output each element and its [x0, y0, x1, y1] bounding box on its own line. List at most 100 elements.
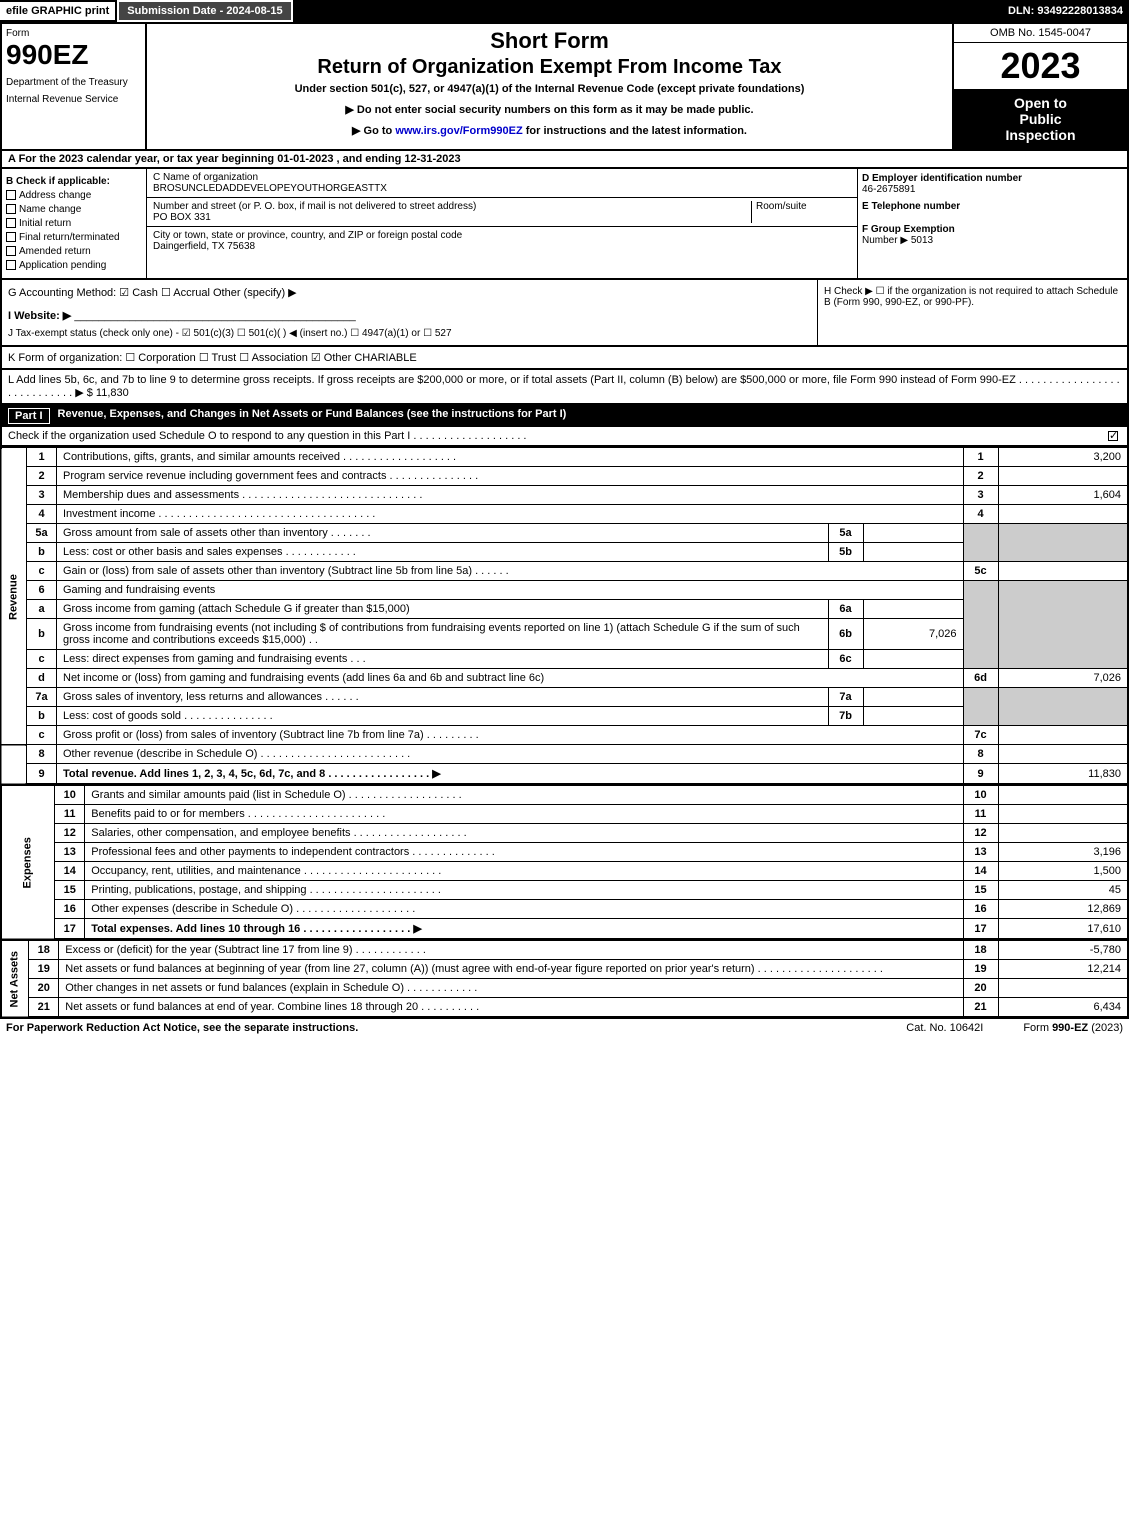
- chk-name-change[interactable]: Name change: [6, 204, 142, 215]
- l7b-ival: [863, 707, 963, 726]
- top-bar: efile GRAPHIC print Submission Date - 20…: [0, 0, 1129, 24]
- box-def: D Employer identification number 46-2675…: [857, 169, 1127, 278]
- l6d-num: d: [27, 669, 57, 688]
- footer-notice: For Paperwork Reduction Act Notice, see …: [6, 1022, 358, 1034]
- l6b-num: b: [27, 619, 57, 650]
- l4-rnum: 4: [963, 505, 998, 524]
- l15-desc: Printing, publications, postage, and shi…: [85, 881, 963, 900]
- note-goto: ▶ Go to www.irs.gov/Form990EZ for instru…: [155, 124, 944, 137]
- l6c-ival: [863, 650, 963, 669]
- l15-rnum: 15: [963, 881, 998, 900]
- l9-rnum: 9: [963, 764, 998, 785]
- l13-num: 13: [55, 843, 85, 862]
- efile-print-label[interactable]: efile GRAPHIC print: [0, 2, 115, 20]
- l15-val: 45: [998, 881, 1128, 900]
- l21-val: 6,434: [998, 998, 1128, 1018]
- l18-rnum: 18: [963, 941, 998, 960]
- l9-num: 9: [27, 764, 57, 785]
- l6c-num: c: [27, 650, 57, 669]
- header-mid: Short Form Return of Organization Exempt…: [147, 24, 952, 149]
- l5a-num: 5a: [27, 524, 57, 543]
- l6b-inum: 6b: [828, 619, 863, 650]
- l4-num: 4: [27, 505, 57, 524]
- line-i: I Website: ▶ ___________________________…: [8, 309, 811, 322]
- part1-checkbox[interactable]: [1108, 431, 1118, 441]
- l6b-ival: 7,026: [863, 619, 963, 650]
- footer-catno: Cat. No. 10642I: [906, 1022, 983, 1034]
- l6a-inum: 6a: [828, 600, 863, 619]
- l21-num: 21: [29, 998, 59, 1018]
- l6-shade: [963, 581, 998, 669]
- line-j: J Tax-exempt status (check only one) - ☑…: [8, 328, 811, 339]
- l15-num: 15: [55, 881, 85, 900]
- l2-val: [998, 467, 1128, 486]
- chk-final-return[interactable]: Final return/terminated: [6, 232, 142, 243]
- chk-amended[interactable]: Amended return: [6, 246, 142, 257]
- l3-rnum: 3: [963, 486, 998, 505]
- l12-num: 12: [55, 824, 85, 843]
- l9-val: 11,830: [998, 764, 1128, 785]
- form-label: Form: [6, 28, 141, 39]
- l6-shade2: [998, 581, 1128, 669]
- l6c-inum: 6c: [828, 650, 863, 669]
- l18-desc: Excess or (deficit) for the year (Subtra…: [59, 941, 963, 960]
- l7b-num: b: [27, 707, 57, 726]
- l14-rnum: 14: [963, 862, 998, 881]
- l6a-desc: Gross income from gaming (attach Schedul…: [57, 600, 829, 619]
- irs-link[interactable]: www.irs.gov/Form990EZ: [395, 125, 522, 137]
- org-name-row: C Name of organization BROSUNCLEDADDEVEL…: [147, 169, 857, 198]
- phone-label: E Telephone number: [862, 201, 1123, 212]
- info-block: B Check if applicable: Address change Na…: [0, 169, 1129, 280]
- side-blank: [1, 745, 27, 785]
- chk-address-change[interactable]: Address change: [6, 190, 142, 201]
- l3-desc: Membership dues and assessments . . . . …: [57, 486, 964, 505]
- l17-val: 17,610: [998, 919, 1128, 940]
- l11-num: 11: [55, 805, 85, 824]
- side-revenue: Revenue: [1, 448, 27, 745]
- l20-num: 20: [29, 979, 59, 998]
- l19-desc: Net assets or fund balances at beginning…: [59, 960, 963, 979]
- l9-desc: Total revenue. Add lines 1, 2, 3, 4, 5c,…: [57, 764, 964, 785]
- box-c: C Name of organization BROSUNCLEDADDEVEL…: [147, 169, 857, 278]
- l18-val: -5,780: [998, 941, 1128, 960]
- footer-formref: Form 990-EZ (2023): [1023, 1022, 1123, 1034]
- open-public-badge: Open to Public Inspection: [954, 89, 1127, 149]
- l13-val: 3,196: [998, 843, 1128, 862]
- l6a-num: a: [27, 600, 57, 619]
- l6a-ival: [863, 600, 963, 619]
- city-value: Daingerfield, TX 75638: [153, 241, 851, 252]
- part1-header: Part I Revenue, Expenses, and Changes in…: [0, 405, 1129, 427]
- l4-val: [998, 505, 1128, 524]
- l18-num: 18: [29, 941, 59, 960]
- note-ssn: ▶ Do not enter social security numbers o…: [155, 103, 944, 116]
- l6b-desc: Gross income from fundraising events (no…: [57, 619, 829, 650]
- l1-num: 1: [27, 448, 57, 467]
- l16-desc: Other expenses (describe in Schedule O) …: [85, 900, 963, 919]
- badge-line2: Public: [958, 111, 1123, 127]
- l14-desc: Occupancy, rent, utilities, and maintena…: [85, 862, 963, 881]
- l7a-num: 7a: [27, 688, 57, 707]
- l8-num: 8: [27, 745, 57, 764]
- org-name-value: BROSUNCLEDADDEVELOPEYOUTHORGEASTTX: [153, 183, 851, 194]
- l3-val: 1,604: [998, 486, 1128, 505]
- l17-rnum: 17: [963, 919, 998, 940]
- l1-desc: Contributions, gifts, grants, and simila…: [57, 448, 964, 467]
- ein-value: 46-2675891: [862, 184, 1123, 195]
- chk-initial-return[interactable]: Initial return: [6, 218, 142, 229]
- room-suite: Room/suite: [751, 201, 851, 223]
- org-name-label: C Name of organization: [153, 172, 851, 183]
- line-l: L Add lines 5b, 6c, and 7b to line 9 to …: [0, 370, 1129, 405]
- l6c-desc: Less: direct expenses from gaming and fu…: [57, 650, 829, 669]
- l3-num: 3: [27, 486, 57, 505]
- row-gh: G Accounting Method: ☑ Cash ☐ Accrual Ot…: [0, 280, 1129, 347]
- header-left: Form 990EZ Department of the Treasury In…: [2, 24, 147, 149]
- l19-val: 12,214: [998, 960, 1128, 979]
- chk-pending[interactable]: Application pending: [6, 260, 142, 271]
- line-h: H Check ▶ ☐ if the organization is not r…: [817, 280, 1127, 345]
- l6-desc: Gaming and fundraising events: [57, 581, 964, 600]
- section-a-calendar: A For the 2023 calendar year, or tax yea…: [0, 151, 1129, 169]
- l13-desc: Professional fees and other payments to …: [85, 843, 963, 862]
- city-row: City or town, state or province, country…: [147, 227, 857, 255]
- l16-num: 16: [55, 900, 85, 919]
- header-right: OMB No. 1545-0047 2023 Open to Public In…: [952, 24, 1127, 149]
